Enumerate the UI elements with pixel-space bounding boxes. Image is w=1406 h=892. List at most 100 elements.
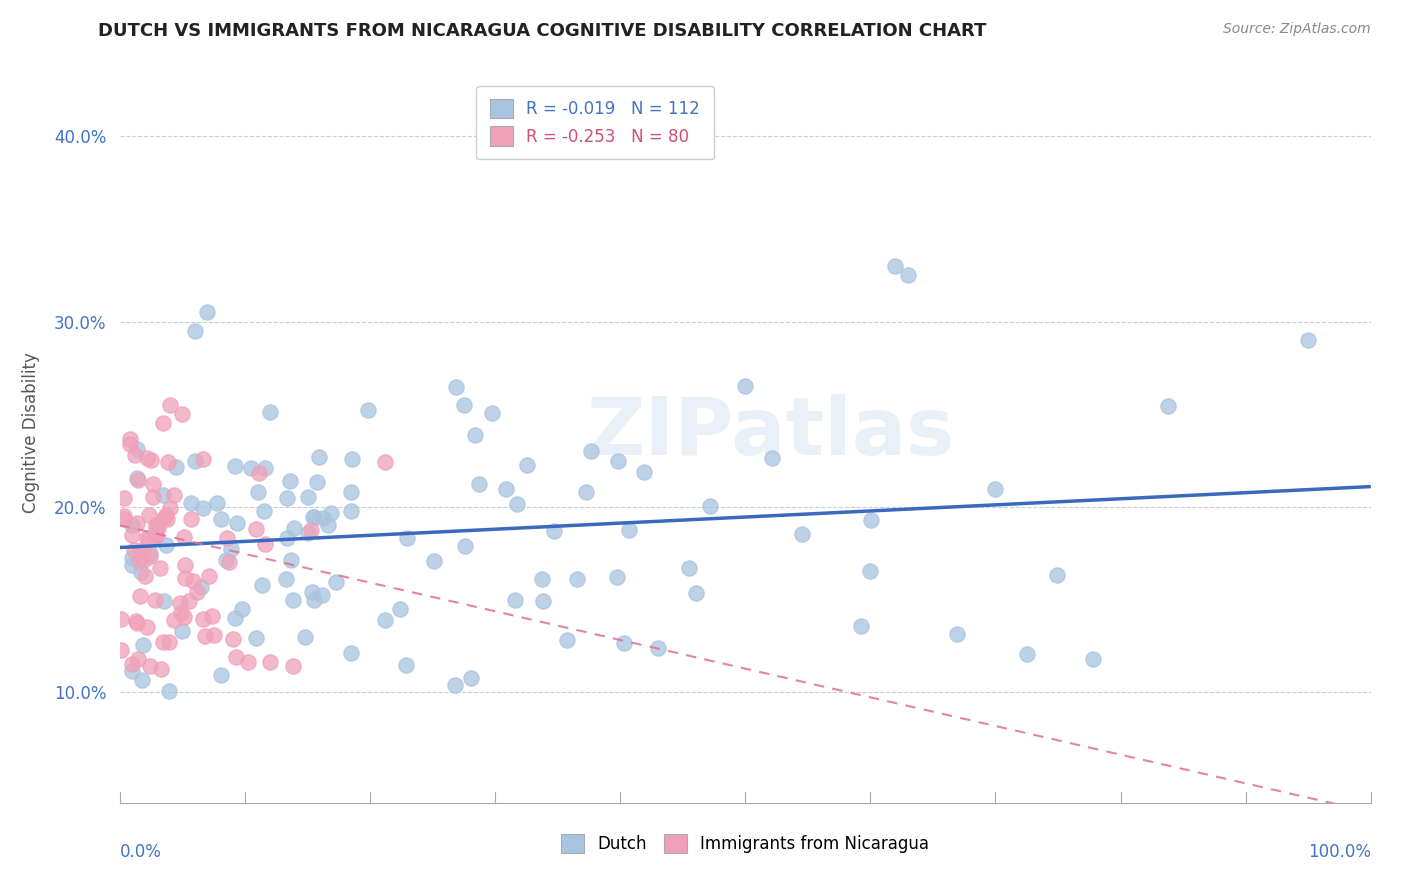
Point [453, 398, 475, 412]
Point [157, 683, 180, 698]
Point [173, 530, 195, 544]
Point [1081, 652, 1104, 666]
Point [325, 574, 347, 589]
Point [155, 508, 177, 523]
Point [253, 504, 276, 518]
Point [139, 546, 162, 560]
Point [170, 624, 193, 638]
Point [308, 450, 330, 464]
Point [183, 453, 205, 467]
Point [112, 491, 135, 506]
Point [374, 613, 396, 627]
Point [191, 612, 214, 626]
Point [127, 473, 149, 487]
Point [110, 642, 132, 657]
Point [128, 589, 150, 603]
Point [699, 500, 721, 514]
Point [219, 541, 242, 556]
Point [897, 268, 920, 283]
Point [136, 531, 159, 545]
Point [849, 618, 872, 632]
Point [423, 554, 446, 568]
Point [156, 455, 179, 469]
Point [132, 638, 155, 652]
Point [276, 531, 298, 545]
Point [297, 525, 319, 540]
Point [110, 611, 132, 625]
Point [297, 491, 319, 505]
Point [294, 631, 316, 645]
Point [170, 606, 193, 620]
Point [139, 659, 162, 673]
Point [121, 550, 143, 565]
Point [114, 508, 136, 523]
Point [340, 646, 363, 660]
Point [516, 458, 538, 473]
Point [165, 460, 187, 475]
Point [389, 601, 412, 615]
Point [127, 615, 149, 630]
Point [231, 601, 253, 615]
Point [860, 513, 883, 527]
Point [311, 511, 333, 525]
Point [215, 531, 238, 545]
Point [129, 544, 152, 558]
Point [1296, 333, 1319, 347]
Point [276, 491, 298, 505]
Point [145, 528, 167, 542]
Point [281, 659, 304, 673]
Point [142, 477, 165, 491]
Point [145, 522, 167, 536]
Point [124, 543, 146, 558]
Point [134, 568, 156, 582]
Point [543, 524, 565, 538]
Point [136, 450, 159, 465]
Point [224, 611, 246, 625]
Point [186, 585, 208, 599]
Point [531, 572, 554, 586]
Point [395, 657, 418, 672]
Point [302, 592, 325, 607]
Point [127, 652, 149, 666]
Point [149, 561, 172, 575]
Point [139, 549, 162, 564]
Text: Source: ZipAtlas.com: Source: ZipAtlas.com [1223, 22, 1371, 37]
Point [218, 555, 240, 569]
Point [172, 407, 194, 421]
Point [193, 629, 215, 643]
Point [145, 527, 167, 541]
Text: DUTCH VS IMMIGRANTS FROM NICARAGUA COGNITIVE DISABILITY CORRELATION CHART: DUTCH VS IMMIGRANTS FROM NICARAGUA COGNI… [98, 22, 987, 40]
Point [946, 627, 969, 641]
Point [685, 586, 707, 600]
Point [454, 539, 477, 553]
Point [125, 516, 148, 531]
Point [283, 593, 305, 607]
Point [138, 508, 160, 523]
Point [202, 628, 225, 642]
Point [984, 482, 1007, 496]
Point [340, 451, 363, 466]
Point [225, 649, 247, 664]
Point [193, 451, 215, 466]
Point [259, 655, 281, 669]
Point [311, 588, 333, 602]
Point [253, 537, 276, 551]
Point [250, 578, 273, 592]
Point [319, 506, 342, 520]
Point [121, 657, 143, 671]
Point [201, 609, 224, 624]
Point [302, 510, 325, 524]
Point [136, 533, 159, 547]
Point [209, 667, 232, 681]
Point [1017, 647, 1039, 661]
Point [153, 511, 176, 525]
Point [247, 466, 270, 480]
Point [678, 561, 700, 575]
Point [129, 566, 152, 580]
Point [136, 620, 159, 634]
Point [145, 529, 167, 543]
Point [159, 501, 181, 516]
Point [226, 516, 249, 531]
Point [121, 517, 143, 532]
Point [174, 571, 197, 585]
